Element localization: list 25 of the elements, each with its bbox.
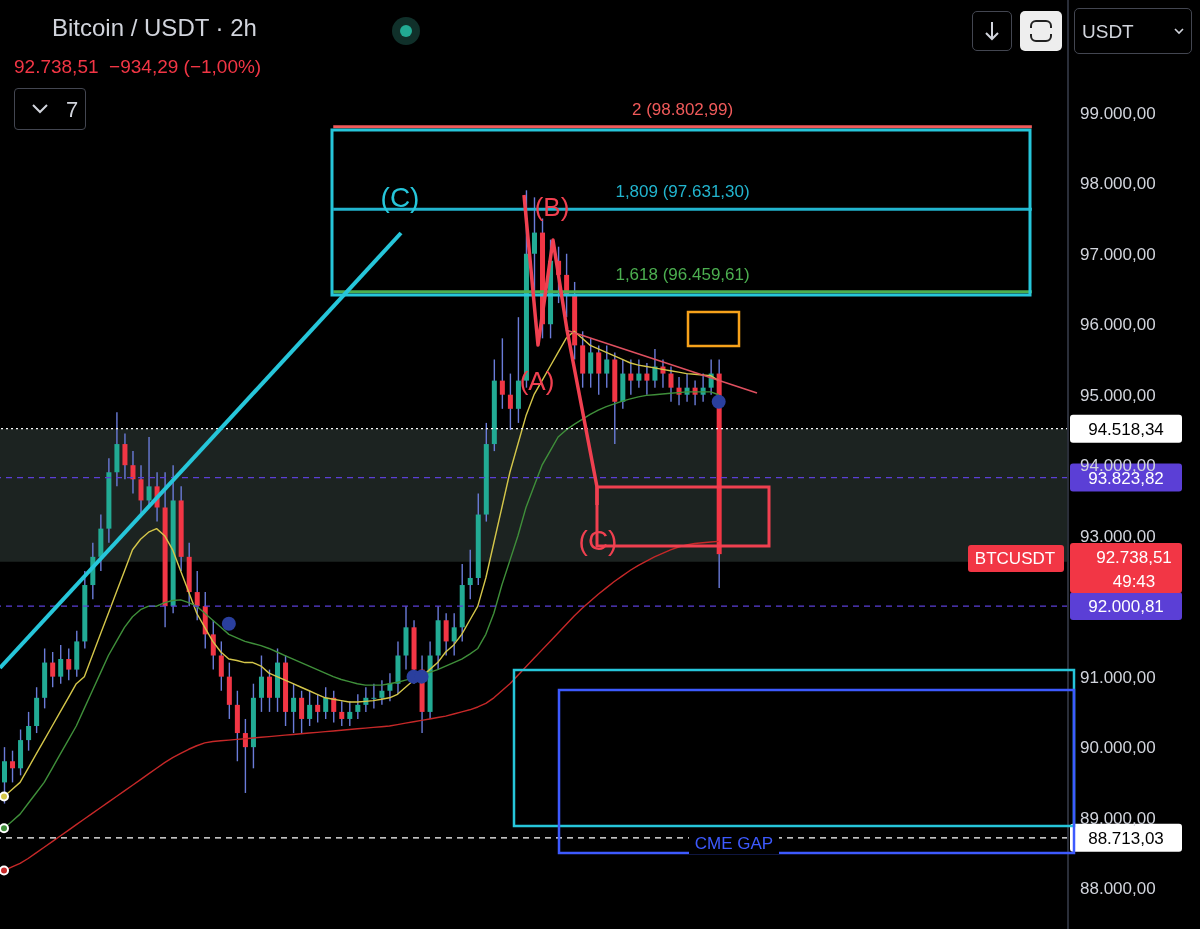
- ref-line-label: 1,809 (97.631,30): [615, 182, 750, 202]
- ref-line-label: 1,618 (96.459,61): [615, 264, 750, 284]
- y-tick-label: 99.000,00: [1080, 103, 1156, 123]
- ref-line-label: 94.518,34: [1088, 419, 1164, 439]
- y-tick-label: 90.000,00: [1080, 738, 1156, 758]
- text: 92.738,51: [1096, 547, 1172, 567]
- annotation: BTCUSDT: [974, 548, 1056, 568]
- y-tick-label: 93.000,00: [1080, 526, 1156, 546]
- text: 49:43: [1112, 571, 1156, 591]
- y-tick-label: 96.000,00: [1080, 315, 1156, 335]
- annotation: CME GAP: [694, 833, 774, 853]
- y-tick-label: 95.000,00: [1080, 385, 1156, 405]
- text: Bitcoin / USDT · 2h: [52, 14, 257, 42]
- y-tick-label: 97.000,00: [1080, 244, 1156, 264]
- y-tick-label: 91.000,00: [1080, 667, 1156, 687]
- y-tick-label: 98.000,00: [1080, 174, 1156, 194]
- y-tick-label: 88.000,00: [1080, 879, 1156, 899]
- text: USDT: [1082, 20, 1135, 42]
- ref-line-label: 2 (98.802,99): [631, 99, 734, 119]
- annotation: (C): [380, 181, 420, 213]
- ref-line-label: 92.000,81: [1088, 597, 1164, 617]
- ref-line-label: 88.713,03: [1088, 828, 1164, 848]
- y-tick-label: 89.000,00: [1080, 808, 1156, 828]
- text: 92.738,51 −934,29 (−1,00%): [14, 56, 262, 78]
- annotation: 7: [65, 96, 79, 122]
